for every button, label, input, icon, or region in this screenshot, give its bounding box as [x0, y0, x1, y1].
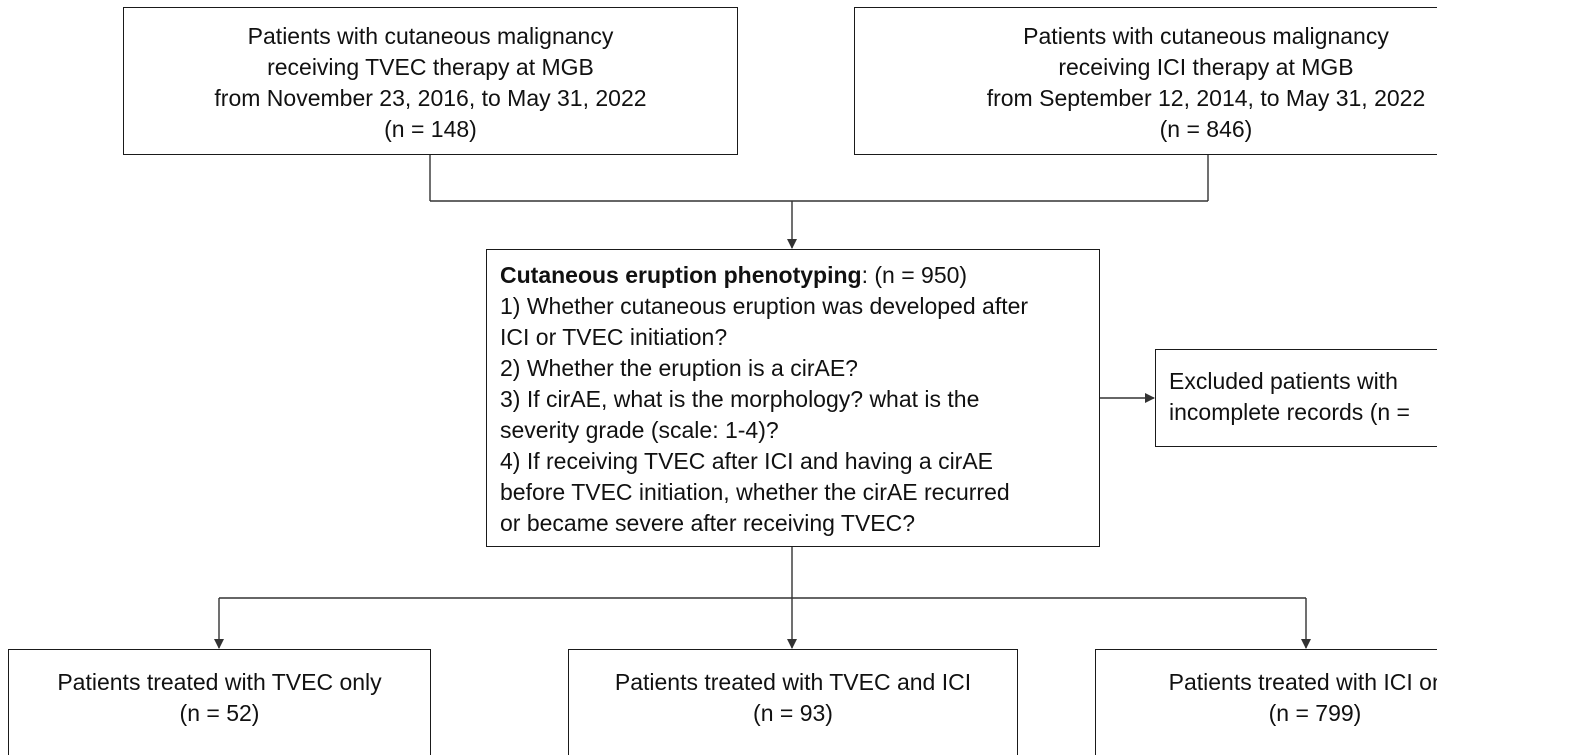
- phenotyping-heading: Cutaneous eruption phenotyping: [500, 262, 862, 288]
- ici-cohort-box: Patients with cutaneous malignancy recei…: [854, 7, 1437, 155]
- phenotyping-line-6: 4) If receiving TVEC after ICI and havin…: [500, 448, 994, 474]
- excluded-box: Excluded patients with incomplete record…: [1155, 349, 1437, 447]
- ici-cohort-line-1: Patients with cutaneous malignancy: [1023, 23, 1389, 49]
- ici-cohort-count: (n = 846): [1159, 116, 1253, 142]
- tvec-and-ici-label: Patients treated with TVEC and ICI: [614, 669, 972, 695]
- tvec-cohort-box: Patients with cutaneous malignancy recei…: [123, 7, 738, 155]
- tvec-cohort-count: (n = 148): [384, 116, 477, 142]
- phenotyping-line-3: 2) Whether the eruption is a cirAE?: [500, 355, 858, 381]
- tvec-cohort-line-1: Patients with cutaneous malignancy: [247, 23, 614, 49]
- phenotyping-count: : (n = 950): [861, 262, 968, 288]
- tvec-and-ici-count: (n = 93): [753, 700, 833, 726]
- phenotyping-line-2: ICI or TVEC initiation?: [500, 324, 728, 350]
- ici-only-count: (n = 799): [1268, 700, 1362, 726]
- connector-layer: [214, 155, 1311, 649]
- tvec-cohort-line-3: from November 23, 2016, to May 31, 2022: [214, 85, 647, 111]
- ici-only-label: Patients treated with ICI only: [1168, 669, 1437, 695]
- excluded-line-2: incomplete records (n =: [1169, 399, 1410, 425]
- tvec-only-count: (n = 52): [179, 700, 260, 726]
- ici-cohort-line-3: from September 12, 2014, to May 31, 2022: [986, 85, 1426, 111]
- tvec-only-box: Patients treated with TVEC only (n = 52): [8, 649, 431, 755]
- tvec-cohort-line-2: receiving TVEC therapy at MGB: [267, 54, 594, 80]
- tvec-only-label: Patients treated with TVEC only: [57, 669, 382, 695]
- phenotyping-line-1: 1) Whether cutaneous eruption was develo…: [500, 293, 1029, 319]
- phenotyping-line-8: or became severe after receiving TVEC?: [500, 510, 916, 536]
- flowchart-viewport: Patients with cutaneous malignancy recei…: [8, 7, 1437, 755]
- ici-only-box: Patients treated with ICI only (n = 799): [1095, 649, 1437, 755]
- excluded-line-1: Excluded patients with: [1169, 368, 1398, 394]
- phenotyping-line-7: before TVEC initiation, whether the cirA…: [500, 479, 1010, 505]
- phenotyping-line-4: 3) If cirAE, what is the morphology? wha…: [500, 386, 980, 412]
- tvec-and-ici-box: Patients treated with TVEC and ICI (n = …: [568, 649, 1018, 755]
- phenotyping-box: Cutaneous eruption phenotyping: (n = 950…: [486, 249, 1100, 547]
- phenotyping-line-5: severity grade (scale: 1-4)?: [500, 417, 779, 443]
- phenotyping-title-line: Cutaneous eruption phenotyping: (n = 950…: [500, 260, 1087, 291]
- ici-cohort-line-2: receiving ICI therapy at MGB: [1058, 54, 1354, 80]
